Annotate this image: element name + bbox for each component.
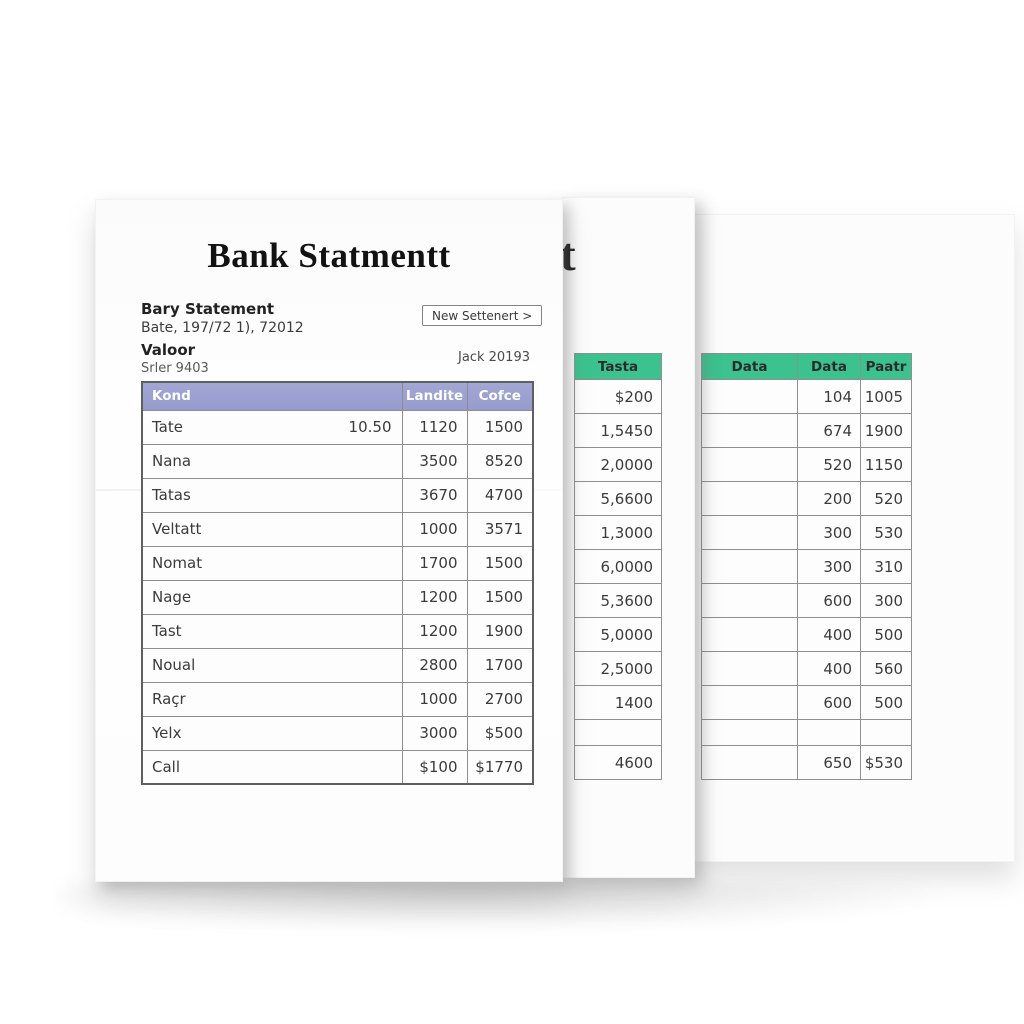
column-header-landite: Landite — [401, 381, 468, 411]
row-name: Raçr — [141, 681, 403, 717]
table-row: Noual 2800 1700 — [141, 647, 534, 683]
column-header: Tasta — [574, 353, 662, 380]
table-row: Tatas 3670 4700 — [141, 477, 534, 513]
amounts-table-middle: Tasta $200 1,5450 2,0000 5,6600 1,3000 6… — [574, 353, 662, 780]
table-row: Nana 3500 8520 — [141, 443, 534, 479]
table-row: Veltatt 1000 3571 — [141, 511, 534, 547]
paper-stack-shadow — [60, 882, 960, 932]
table-row: Call $100 $1770 — [141, 749, 534, 785]
column-header: Data — [701, 353, 798, 380]
row-name: Call — [141, 749, 403, 785]
table-row: 520 1150 — [701, 447, 912, 482]
table-row: 600 300 — [701, 583, 912, 618]
statement-table: Kond Landite Cofce Tate 10.50 1120 1500 N… — [141, 381, 534, 785]
row-name: Tatas — [141, 477, 403, 513]
table-row: 5,3600 — [574, 583, 662, 618]
row-name: Yelx — [141, 715, 403, 751]
account-number: Srler 9403 — [141, 361, 209, 376]
table-row: 1,5450 — [574, 413, 662, 448]
page-title: Bank Statmentt — [207, 236, 451, 275]
table-row: 400 560 — [701, 651, 912, 686]
table-row: 650 $530 — [701, 745, 912, 780]
statement-date: Bate, 197/72 1), 72012 — [141, 320, 304, 336]
row-name: Tast — [141, 613, 403, 649]
column-header: Data — [797, 353, 861, 380]
table-row: 1,3000 — [574, 515, 662, 550]
row-name: Nana — [141, 443, 403, 479]
row-subvalue: 10.50 — [348, 418, 392, 436]
row-name: Veltatt — [141, 511, 403, 547]
table-row: 300 530 — [701, 515, 912, 550]
column-header-kond: Kond — [141, 381, 403, 411]
statement-subtitle: Bary Statement — [141, 300, 275, 318]
table-row: Nage 1200 1500 — [141, 579, 534, 615]
table-row: 4600 — [574, 745, 662, 780]
row-name: Nage — [141, 579, 403, 615]
table-row: 674 1900 — [701, 413, 912, 448]
table-row: 2,5000 — [574, 651, 662, 686]
table-row: Nomat 1700 1500 — [141, 545, 534, 581]
table-row: Yelx 3000 $500 — [141, 715, 534, 751]
paper-sheet-front: Bank Statmentt Bary Statement Bate, 197/… — [95, 199, 563, 882]
table-row-empty — [574, 719, 662, 746]
table-row: Raçr 1000 2700 — [141, 681, 534, 717]
table-header-row: Tasta — [574, 353, 662, 380]
column-header-cofce: Cofce — [466, 381, 534, 411]
row-name: Noual — [141, 647, 403, 683]
table-row: Tate 10.50 1120 1500 — [141, 409, 534, 445]
table-row: 5,6600 — [574, 481, 662, 516]
table-header-row: Data Data Paatr — [701, 353, 912, 380]
new-statement-button[interactable]: New Settenert > — [422, 305, 543, 326]
paper-sheet-right: Data Data Paatr 104 1005 674 1900 520 1150 … — [693, 214, 1015, 862]
row-name: Tate — [152, 418, 183, 436]
table-row: 6,0000 — [574, 549, 662, 584]
row-name: Nomat — [141, 545, 403, 581]
table-row: Tast 1200 1900 — [141, 613, 534, 649]
table-row: 300 310 — [701, 549, 912, 584]
reference-code: Jack 20193 — [458, 350, 530, 365]
partial-title-letter: t — [563, 228, 576, 282]
table-row: 5,0000 — [574, 617, 662, 652]
valoor-label: Valoor — [141, 341, 196, 359]
table-row: 200 520 — [701, 481, 912, 516]
table-row: 400 500 — [701, 617, 912, 652]
table-row: 2,0000 — [574, 447, 662, 482]
column-header: Paatr — [860, 353, 912, 380]
table-row: 104 1005 — [701, 379, 912, 414]
data-table-right: Data Data Paatr 104 1005 674 1900 520 1150 … — [701, 353, 912, 780]
table-row: $200 — [574, 379, 662, 414]
table-row-empty — [701, 719, 912, 746]
paper-sheet-middle: t Tasta $200 1,5450 2,0000 5,6600 1,3000… — [562, 197, 695, 878]
table-header-row: Kond Landite Cofce — [141, 381, 534, 411]
table-row: 1400 — [574, 685, 662, 720]
table-row: 600 500 — [701, 685, 912, 720]
